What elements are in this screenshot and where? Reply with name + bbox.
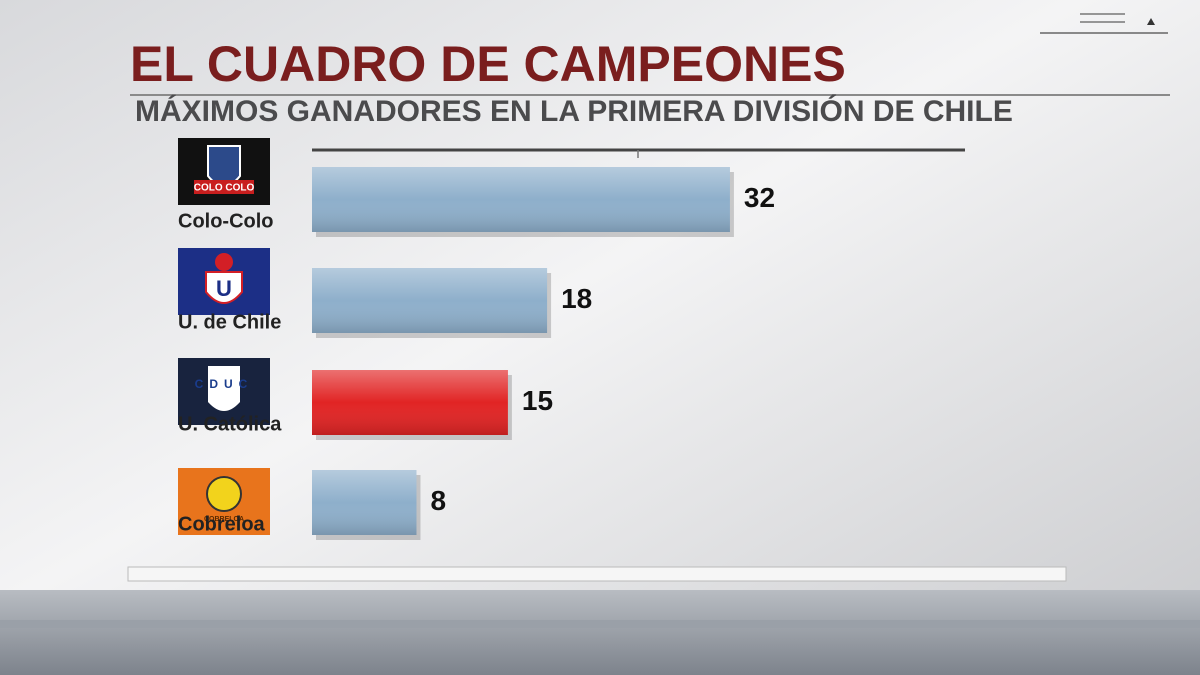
logo-text: COLO COLO	[194, 183, 255, 194]
bar-sheen	[312, 470, 417, 535]
logo-shield	[205, 271, 243, 304]
category-label: Cobreloa	[178, 513, 266, 535]
logo: CDUC	[178, 358, 270, 425]
logo-ball	[206, 476, 242, 512]
logo-text: COBRELOA	[204, 516, 244, 523]
logo-shield	[208, 366, 240, 411]
category-label: U. de Chile	[178, 311, 281, 333]
logo: COLO COLO	[178, 138, 270, 205]
logo: U	[178, 248, 270, 315]
floor-stripe	[0, 620, 1200, 628]
chart-title: EL CUADRO DE CAMPEONES	[130, 36, 846, 92]
logo-banner	[194, 180, 254, 194]
value-label: 18	[561, 283, 592, 314]
logo: COBRELOA	[178, 468, 270, 535]
category-label: U. Católica	[178, 413, 282, 435]
logo-text: CDUC	[195, 377, 254, 391]
category-label: Colo-Colo	[178, 210, 274, 232]
chart-subtitle: MÁXIMOS GANADORES EN LA PRIMERA DIVISIÓN…	[135, 94, 1013, 128]
bar-sheen	[312, 268, 548, 333]
decor-arrow	[1147, 18, 1155, 25]
bar-sheen	[312, 370, 508, 435]
value-label: 15	[522, 385, 553, 416]
logos: COLO COLO U CDUC COBRELOA	[178, 138, 270, 535]
logo-owl	[215, 253, 233, 271]
bar-sheen	[312, 167, 730, 232]
logo-text: U	[216, 276, 232, 301]
value-label: 32	[744, 182, 775, 213]
base-platform	[127, 566, 1067, 582]
floor	[0, 590, 1200, 675]
value-label: 8	[430, 485, 446, 516]
